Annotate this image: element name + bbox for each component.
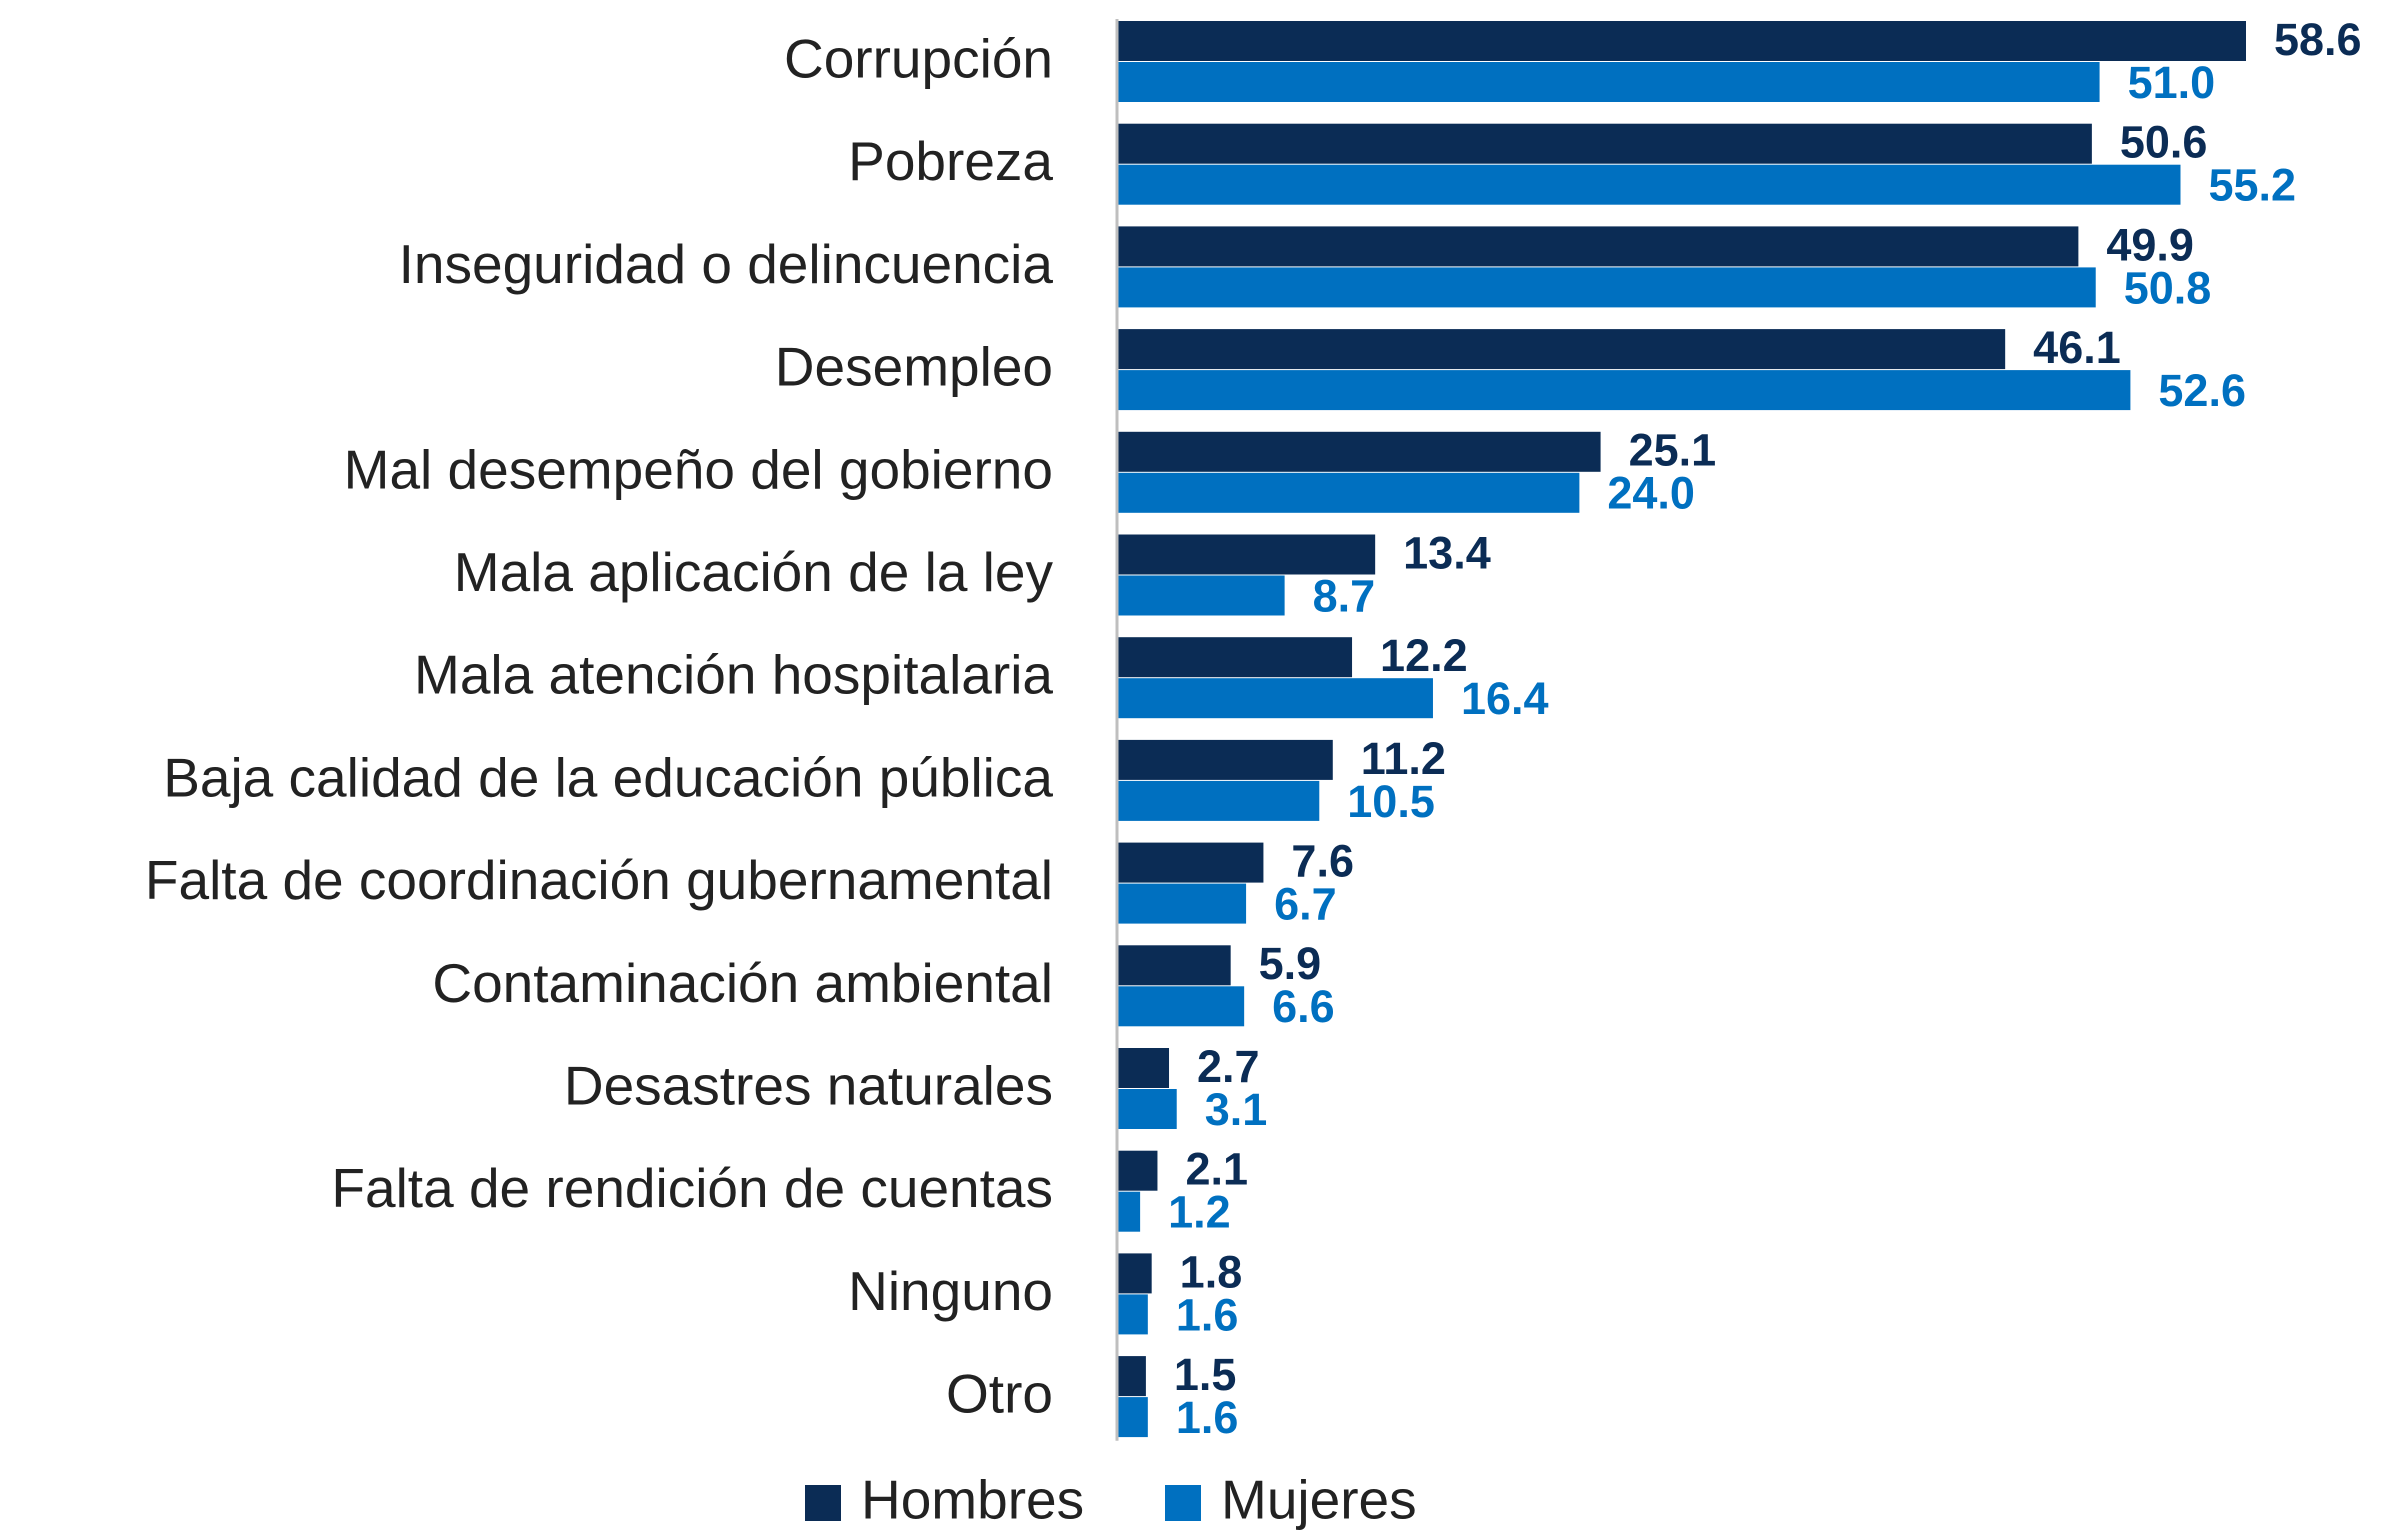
value-label: 3.1 xyxy=(1205,1084,1268,1135)
value-label: 6.7 xyxy=(1274,878,1337,929)
legend-swatch xyxy=(1165,1485,1201,1521)
category-label: Inseguridad o delincuencia xyxy=(399,233,1054,295)
bar xyxy=(1117,1089,1177,1129)
bar xyxy=(1117,1397,1148,1438)
bar xyxy=(1117,678,1433,719)
category-label: Pobreza xyxy=(848,130,1053,192)
bar xyxy=(1117,534,1376,575)
category-label: Desastres naturales xyxy=(564,1055,1053,1117)
bar xyxy=(1117,842,1264,883)
value-label: 1.2 xyxy=(1168,1187,1231,1238)
category-label: Mala aplicación de la ley xyxy=(454,541,1054,603)
category-label: Corrupción xyxy=(784,28,1053,90)
value-label: 12.2 xyxy=(1380,630,1468,681)
category-label: Mala atención hospitalaria xyxy=(414,644,1053,706)
bar xyxy=(1117,739,1333,780)
value-label: 50.6 xyxy=(2120,117,2208,168)
bar xyxy=(1117,1253,1152,1294)
bar xyxy=(1117,575,1285,616)
category-label: Falta de rendición de cuentas xyxy=(331,1157,1053,1219)
bar xyxy=(1117,21,2246,61)
bar xyxy=(1117,370,2131,411)
value-label: 1.8 xyxy=(1180,1246,1243,1297)
bar xyxy=(1117,1191,1141,1232)
category-label: Contaminación ambiental xyxy=(432,952,1053,1014)
bar xyxy=(1117,472,1580,513)
bar xyxy=(1117,780,1320,821)
legend-swatch xyxy=(805,1485,841,1521)
bar xyxy=(1117,62,2100,102)
bar xyxy=(1117,431,1601,472)
category-label: Otro xyxy=(946,1363,1053,1425)
category-label: Ninguno xyxy=(848,1260,1053,1322)
bar xyxy=(1117,1150,1158,1191)
bar xyxy=(1117,883,1247,924)
bar xyxy=(1117,637,1353,678)
value-label: 1.6 xyxy=(1176,1392,1239,1443)
value-label: 1.6 xyxy=(1176,1289,1239,1340)
value-label: 16.4 xyxy=(1461,673,1549,724)
value-label: 51.0 xyxy=(2128,57,2216,108)
bar xyxy=(1117,123,2092,164)
value-label: 25.1 xyxy=(1629,425,1717,476)
bar xyxy=(1117,226,2079,267)
category-label: Falta de coordinación gubernamental xyxy=(145,849,1053,911)
category-label: Desempleo xyxy=(775,336,1053,398)
bar xyxy=(1117,329,2006,370)
value-label: 46.1 xyxy=(2033,322,2121,373)
value-label: 7.6 xyxy=(1291,835,1354,886)
bar xyxy=(1117,267,2096,308)
value-label: 49.9 xyxy=(2106,219,2194,270)
value-label: 13.4 xyxy=(1403,527,1491,578)
legend-label: Mujeres xyxy=(1221,1469,1417,1531)
value-label: 8.7 xyxy=(1313,570,1376,621)
value-label: 11.2 xyxy=(1361,733,1446,784)
value-label: 58.6 xyxy=(2274,14,2362,65)
category-label: Mal desempeño del gobierno xyxy=(344,438,1053,500)
value-label: 52.6 xyxy=(2158,365,2246,416)
legend-label: Hombres xyxy=(861,1469,1084,1531)
bar xyxy=(1117,1048,1170,1088)
value-label: 2.7 xyxy=(1197,1041,1260,1092)
value-label: 55.2 xyxy=(2208,160,2296,211)
value-label: 2.1 xyxy=(1185,1144,1248,1195)
value-label: 24.0 xyxy=(1607,468,1695,519)
bar xyxy=(1117,945,1231,986)
bar xyxy=(1117,986,1245,1027)
bar xyxy=(1117,1356,1146,1397)
bar xyxy=(1117,1294,1148,1335)
value-label: 5.9 xyxy=(1259,938,1322,989)
value-label: 50.8 xyxy=(2124,262,2212,313)
category-label: Baja calidad de la educación pública xyxy=(163,746,1053,808)
value-label: 6.6 xyxy=(1272,981,1335,1032)
value-label: 1.5 xyxy=(1174,1349,1237,1400)
value-label: 10.5 xyxy=(1347,776,1435,827)
bar xyxy=(1117,164,2181,205)
